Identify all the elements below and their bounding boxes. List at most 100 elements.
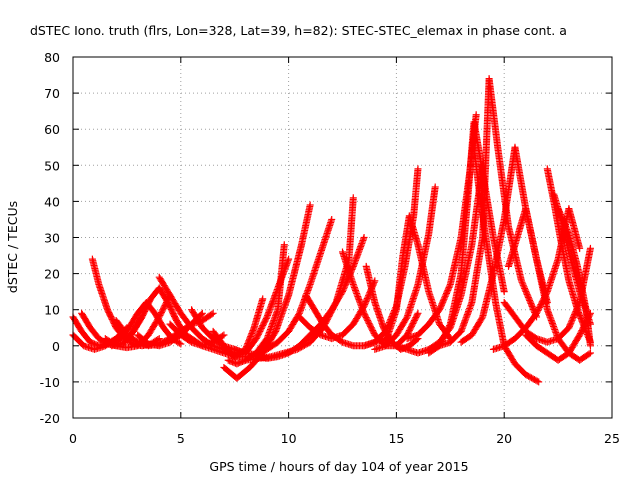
point-marker <box>478 314 486 322</box>
point-marker <box>446 322 454 330</box>
series-arc <box>554 205 594 350</box>
point-marker <box>568 316 576 324</box>
point-marker <box>177 340 185 348</box>
point-marker <box>566 322 574 330</box>
grid <box>73 57 612 418</box>
point-marker <box>219 332 227 340</box>
y-tick-label: 80 <box>44 50 60 65</box>
y-tick-label: 70 <box>44 86 60 101</box>
point-marker <box>522 287 530 295</box>
point-marker <box>586 349 594 357</box>
point-marker <box>533 377 541 385</box>
y-tick-label: -20 <box>40 411 60 426</box>
x-tick-label: 20 <box>496 431 512 446</box>
point-marker <box>363 296 371 304</box>
point-marker <box>555 208 563 216</box>
point-marker <box>339 286 347 294</box>
point-marker <box>438 300 446 308</box>
ticks: 0 5 10 15 20 25 -20 -10 0 10 20 30 40 50 60 70 80 <box>40 50 620 446</box>
point-marker <box>525 295 533 303</box>
point-marker <box>558 214 566 222</box>
data-marks <box>69 75 594 386</box>
point-marker <box>198 309 206 317</box>
point-marker <box>519 280 527 288</box>
point-marker <box>209 309 217 317</box>
point-marker <box>560 218 568 226</box>
point-marker <box>349 194 357 202</box>
point-marker <box>527 299 535 307</box>
point-marker <box>585 350 593 358</box>
point-marker <box>557 212 565 220</box>
point-marker <box>436 304 444 312</box>
series-arc <box>522 309 594 364</box>
point-marker <box>442 291 450 299</box>
point-marker <box>364 293 372 301</box>
x-tick-label: 15 <box>388 431 404 446</box>
point-marker <box>529 304 537 312</box>
x-axis-label: GPS time / hours of day 104 of year 2015 <box>209 459 468 474</box>
point-marker <box>559 217 567 225</box>
y-axis-label: dSTEC / TECUs <box>5 201 20 293</box>
series-arc <box>121 284 189 346</box>
point-marker <box>566 321 574 329</box>
point-marker <box>280 241 288 249</box>
point-marker <box>559 215 567 223</box>
y-tick-label: 50 <box>44 158 60 173</box>
point-marker <box>567 318 575 326</box>
series-arc <box>470 143 543 386</box>
point-marker <box>586 342 594 350</box>
point-marker <box>564 228 572 236</box>
point-marker <box>440 295 448 303</box>
point-marker <box>262 314 270 322</box>
point-marker <box>342 279 350 287</box>
point-marker <box>340 285 348 293</box>
point-marker <box>362 298 370 306</box>
point-marker <box>570 312 578 320</box>
point-marker <box>442 289 450 297</box>
point-marker <box>562 222 570 230</box>
y-tick-label: -10 <box>40 375 60 390</box>
point-marker <box>522 289 530 297</box>
y-tick-label: 30 <box>44 231 60 246</box>
point-marker <box>436 306 444 314</box>
point-marker <box>520 283 528 291</box>
y-tick-label: 10 <box>44 303 60 318</box>
point-marker <box>517 277 525 285</box>
x-tick-label: 10 <box>281 431 297 446</box>
point-marker <box>528 301 536 309</box>
x-tick-label: 0 <box>69 431 77 446</box>
point-marker <box>306 201 314 209</box>
point-marker <box>557 211 565 219</box>
point-marker <box>526 296 534 304</box>
point-marker <box>562 224 570 232</box>
point-marker <box>524 292 532 300</box>
series-arc <box>505 205 594 364</box>
point-marker <box>535 378 543 386</box>
series-arc <box>382 212 454 346</box>
point-marker <box>564 227 572 235</box>
point-marker <box>363 295 371 303</box>
point-marker <box>439 297 447 305</box>
x-tick-label: 5 <box>177 431 185 446</box>
point-marker <box>560 219 568 227</box>
point-marker <box>569 315 577 323</box>
point-marker <box>444 286 452 294</box>
point-marker <box>556 209 564 217</box>
point-marker <box>437 301 445 309</box>
point-marker <box>413 311 421 319</box>
point-marker <box>528 302 536 310</box>
point-marker <box>444 285 452 293</box>
point-marker <box>472 111 480 119</box>
point-marker <box>567 319 575 327</box>
point-marker <box>175 339 183 347</box>
point-marker <box>339 288 346 296</box>
point-marker <box>197 310 205 318</box>
point-marker <box>523 290 531 298</box>
point-marker <box>554 205 562 213</box>
point-marker <box>441 292 449 300</box>
point-marker <box>521 284 529 292</box>
point-marker <box>576 244 584 252</box>
y-tick-label: 60 <box>44 122 60 137</box>
series-arc <box>231 215 336 359</box>
